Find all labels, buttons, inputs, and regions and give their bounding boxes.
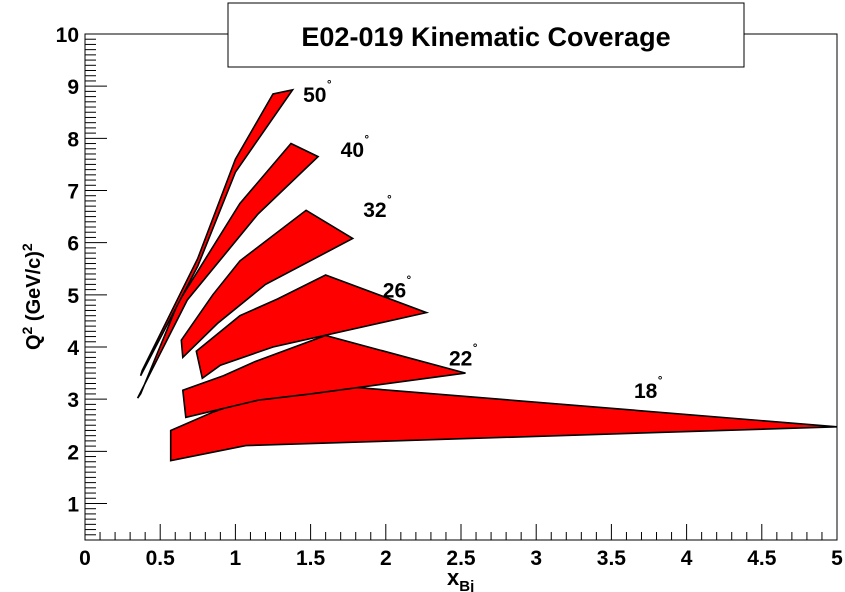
y-tick-label: 3 bbox=[67, 389, 79, 412]
y-tick-label: 5 bbox=[67, 285, 79, 308]
y-tick-label: 10 bbox=[56, 24, 79, 47]
y-tick-label: 6 bbox=[67, 233, 79, 256]
x-tick-label: 3 bbox=[530, 547, 542, 570]
y-tick-label: 8 bbox=[67, 128, 79, 151]
region-label-26deg: 26° bbox=[383, 274, 412, 303]
x-tick-label: 4 bbox=[681, 547, 693, 570]
x-tick-label: 4.5 bbox=[747, 547, 777, 570]
y-axis-title: Q2 (GeV/c)2 bbox=[19, 243, 45, 350]
region-label-22deg: 22° bbox=[449, 341, 478, 370]
x-tick-label: 0.5 bbox=[146, 547, 176, 570]
x-axis-title-main: x bbox=[447, 565, 460, 590]
y-axis-title-sup: 2 bbox=[19, 326, 35, 334]
x-tick-label: 2.5 bbox=[446, 547, 476, 570]
y-axis-ticks: 1 2 3 4 5 6 7 8 9 10 bbox=[56, 24, 107, 541]
coverage-regions bbox=[136, 88, 838, 462]
y-axis-title-main: Q bbox=[23, 334, 45, 350]
region-labels: 18° 22° 26° 32° 40° 50° bbox=[303, 78, 663, 403]
coverage-region-50deg bbox=[139, 88, 295, 377]
y-tick-label: 1 bbox=[67, 493, 79, 516]
y-axis-title-sup2: 2 bbox=[19, 243, 35, 251]
region-label-40deg: 40° bbox=[341, 133, 370, 162]
x-axis-title: xBj bbox=[447, 565, 474, 592]
x-tick-label: 3.5 bbox=[597, 547, 627, 570]
coverage-region-32deg bbox=[180, 209, 355, 360]
region-label-18deg: 18° bbox=[634, 374, 663, 403]
coverage-region-22deg bbox=[181, 334, 466, 419]
y-tick-label: 9 bbox=[67, 76, 79, 99]
y-tick-label: 4 bbox=[67, 337, 79, 360]
x-tick-label: 1.5 bbox=[296, 547, 326, 570]
region-label-50deg: 50° bbox=[303, 78, 332, 107]
x-tick-label: 1 bbox=[230, 547, 242, 570]
x-tick-label: 0 bbox=[79, 547, 91, 570]
x-tick-label: 5 bbox=[831, 547, 843, 570]
x-tick-label: 2 bbox=[380, 547, 392, 570]
y-tick-label: 7 bbox=[67, 180, 79, 203]
coverage-region-40deg bbox=[136, 142, 320, 399]
x-axis-ticks: 0 0.5 1 1.5 2 2.5 3 3.5 4 4.5 5 bbox=[79, 524, 843, 570]
x-axis-title-sub: Bj bbox=[459, 578, 474, 592]
title-box: E02-019 Kinematic Coverage bbox=[227, 2, 745, 68]
y-tick-label: 2 bbox=[67, 441, 79, 464]
coverage-region-26deg bbox=[195, 274, 430, 380]
chart-title: E02-019 Kinematic Coverage bbox=[301, 22, 670, 52]
y-axis-title-rest: (GeV/c) bbox=[23, 251, 45, 327]
region-label-32deg: 32° bbox=[363, 193, 392, 222]
